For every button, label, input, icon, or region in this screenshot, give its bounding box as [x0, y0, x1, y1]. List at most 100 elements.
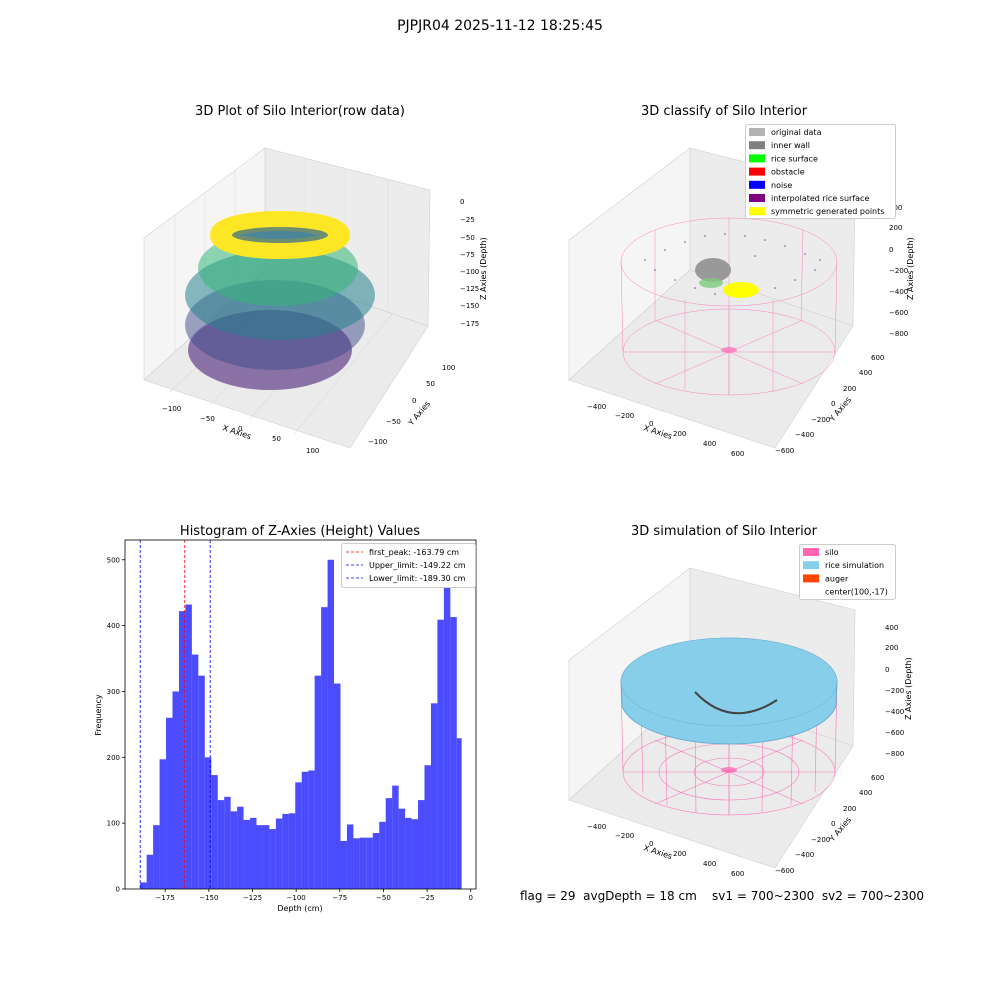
- panel2-ytick: 0: [831, 400, 835, 408]
- histogram-bar: [250, 817, 257, 889]
- panel2-legend-label: rice surface: [771, 154, 818, 163]
- histogram-xlabel: Depth (cm): [277, 904, 322, 913]
- histogram-legend-label: Upper_limit: -149.22 cm: [369, 561, 466, 570]
- histogram-xticks: −175 −150 −125 −100 −75 −50 −25 0: [156, 889, 473, 902]
- histogram-bar: [424, 765, 431, 889]
- panel1-xtick: −50: [200, 415, 215, 423]
- histogram-bar: [204, 757, 212, 889]
- panel1-3d-plot: 0 −25 −50 −75 −100 −125 −150 −175 Z Axie…: [143, 147, 488, 455]
- panel1-ztick: 0: [460, 198, 464, 206]
- panel2-yticks: 600 400 200 0 −200 −400 −600: [775, 354, 884, 455]
- panel4-zticks: 400 200 0 −200 −400 −600 −800: [885, 624, 904, 758]
- histogram-bar: [275, 818, 283, 889]
- panel2-ytick: −600: [775, 447, 794, 455]
- panel4-legend-swatch: [803, 574, 819, 583]
- histogram-xtick-label: 0: [469, 894, 473, 902]
- histogram-ytick-label: 100: [107, 820, 120, 828]
- panel4-ztick: −400: [885, 708, 904, 716]
- panel4-legend-label: rice simulation: [825, 561, 884, 570]
- histogram-vlines: [139, 540, 211, 889]
- histogram-bar: [430, 703, 438, 889]
- histogram-bar: [295, 782, 302, 889]
- panel2-legend-swatch: [749, 128, 765, 136]
- panel2-ztick: −800: [889, 330, 908, 338]
- histogram-bar: [411, 819, 419, 889]
- panel1-ytick: −50: [386, 418, 401, 426]
- histogram-xtick-label: −50: [376, 894, 391, 902]
- panel4-ztick: −200: [885, 687, 904, 695]
- histogram-bar: [178, 611, 186, 889]
- panel1-zlabel: Z Axies (Depth): [479, 237, 488, 300]
- histogram-ytick-label: 200: [107, 754, 120, 762]
- panel2-xtick: 200: [673, 430, 686, 438]
- histogram-bar: [224, 796, 231, 889]
- panel4-ztick: −800: [885, 750, 904, 758]
- panel4-legend-label: auger: [825, 574, 849, 583]
- panel1-ytick: 50: [426, 380, 435, 388]
- panel4-3d-plot: 400 200 0 −200 −400 −600 −800 Z Axies (D…: [568, 567, 913, 878]
- panel4-ztick: 0: [885, 666, 889, 674]
- histogram-bar: [146, 854, 154, 889]
- histogram-bar: [159, 759, 167, 889]
- panel1-ytick: 0: [412, 397, 416, 405]
- panel4-legend: silo rice simulation auger center(100,-17): [799, 544, 896, 600]
- panel2-xlabel: X Axies: [642, 423, 673, 441]
- panel2-ztick: 200: [889, 224, 902, 232]
- histogram-xtick-label: −125: [243, 894, 262, 902]
- panel1-ztick: −50: [460, 234, 475, 242]
- panel4-xtick: 200: [673, 850, 686, 858]
- panel2-legend-items: original data inner wall rice surface obsta…: [749, 128, 884, 216]
- histogram-bar: [191, 654, 199, 889]
- panel4-ytick: 600: [871, 774, 884, 782]
- panel4-ytick: −400: [795, 851, 814, 859]
- panel2-ztick: −600: [889, 309, 908, 317]
- histogram-bar: [262, 825, 270, 889]
- panel1-ytick: −100: [368, 438, 387, 446]
- panel4-yticks: 600 400 200 0 −200 −400 −600: [775, 774, 884, 875]
- panel1-ztick: −150: [460, 302, 479, 310]
- panel2-legend-swatch: [749, 154, 765, 163]
- panel4-auger-depression: [694, 691, 778, 715]
- histogram-legend: first_peak: -163.79 cm Upper_limit: -149.…: [341, 543, 476, 588]
- histogram-bar: [314, 675, 322, 889]
- panel2-ytick: 600: [871, 354, 884, 362]
- panel1-ztick: −175: [460, 320, 479, 328]
- panel4-xtick: −400: [587, 823, 606, 831]
- histogram-bars: [140, 559, 462, 889]
- histogram-bar: [372, 833, 380, 889]
- panel1-title: 3D Plot of Silo Interior(row data): [195, 104, 405, 119]
- panel2-ytick: −200: [811, 416, 830, 424]
- panel2-legend-label: original data: [771, 128, 822, 137]
- panel2-legend-label: obstacle: [771, 168, 805, 177]
- histogram-bar: [237, 806, 244, 889]
- panel1-ylabel: Y Axies: [406, 399, 432, 428]
- panel2-xtick: −200: [615, 412, 634, 420]
- panel4-xtick: 0: [649, 840, 653, 848]
- histogram-bar: [308, 770, 315, 889]
- panel2-legend-label: noise: [771, 181, 792, 190]
- panel4-legend-items: silo rice simulation auger center(100,-17): [803, 548, 888, 597]
- histogram-bar: [198, 675, 205, 889]
- histogram-xtick-label: −175: [156, 894, 175, 902]
- histogram-yticks: 0 100 200 300 400 500: [107, 556, 125, 894]
- panel1-ztick: −75: [460, 251, 475, 259]
- histogram-ytick-label: 400: [107, 622, 120, 630]
- histogram-legend-label: Lower_limit: -189.30 cm: [369, 574, 466, 583]
- histogram-frame: [124, 539, 477, 890]
- panel2-legend-label: symmetric generated points: [771, 207, 884, 216]
- histogram-bar: [243, 819, 251, 889]
- panel2-xtick: 0: [649, 420, 653, 428]
- histogram-bar: [385, 798, 393, 889]
- panel1-zticks: 0 −25 −50 −75 −100 −125 −150 −175: [460, 198, 479, 328]
- panel1-xlabel: X Axies: [221, 423, 252, 441]
- panel2-legend-swatch: [749, 207, 765, 216]
- panel4-rice-top: [620, 637, 838, 727]
- panel2-legend-label: interpolated rice surface: [771, 194, 869, 203]
- panel4-ytick: 0: [831, 820, 835, 828]
- histogram-xtick-label: −150: [199, 894, 218, 902]
- panel1-point-cloud: [185, 211, 375, 390]
- histogram-xtick-label: −25: [420, 894, 435, 902]
- histogram-ytick-label: 300: [107, 688, 120, 696]
- panel3-title: Histogram of Z-Axies (Height) Values: [179, 524, 421, 539]
- histogram-bar: [443, 563, 451, 889]
